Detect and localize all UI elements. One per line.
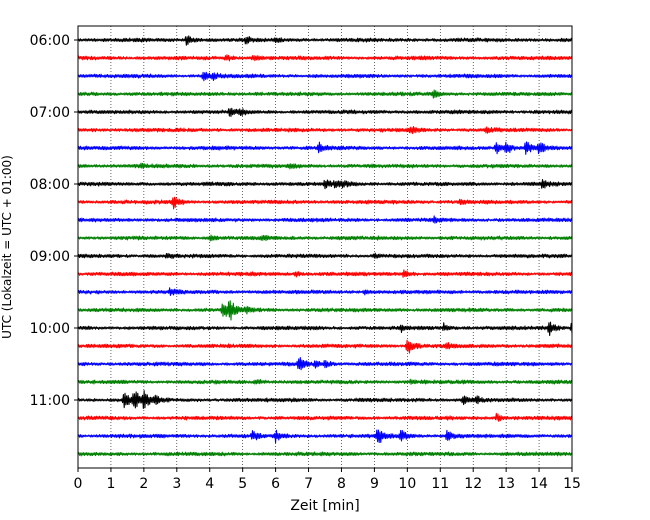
y-axis-title: UTC (Lokalzeit = UTC + 01:00)	[0, 155, 14, 339]
x-tick-label: 10	[398, 476, 416, 492]
trace-line	[77, 89, 573, 99]
trace-line	[77, 429, 573, 444]
trace-line	[77, 412, 573, 422]
trace-line	[77, 54, 573, 62]
y-tick-label: 08:00	[30, 177, 70, 193]
trace-series	[77, 35, 573, 457]
trace-line	[77, 71, 573, 82]
trace-line	[77, 321, 573, 337]
trace-line	[77, 356, 573, 371]
trace-line	[77, 390, 573, 410]
x-axis-title: Zeit [min]	[290, 498, 359, 514]
x-tick-label: 7	[304, 476, 313, 492]
trace-line	[77, 179, 573, 190]
x-tick-label: 12	[464, 476, 482, 492]
y-axis-ticks: 06:00 07:00 08:00 09:00 10:00 11:00	[30, 33, 78, 409]
trace-line	[77, 126, 573, 135]
x-tick-label: 5	[238, 476, 247, 492]
x-tick-label: 3	[172, 476, 181, 492]
trace-line	[77, 269, 573, 278]
trace-line	[77, 162, 573, 170]
trace-line	[77, 215, 573, 224]
x-tick-label: 6	[271, 476, 280, 492]
x-tick-label: 11	[431, 476, 449, 492]
x-tick-label: 8	[337, 476, 346, 492]
x-tick-label: 15	[563, 476, 581, 492]
trace-line	[77, 252, 573, 259]
y-tick-label: 09:00	[30, 249, 70, 265]
plot-frame	[77, 25, 573, 469]
x-tick-label: 9	[370, 476, 379, 492]
y-tick-label: 10:00	[30, 321, 70, 337]
trace-line	[77, 196, 573, 210]
x-tick-label: 1	[106, 476, 115, 492]
trace-line	[77, 300, 573, 321]
trace-line	[77, 378, 573, 385]
trace-line	[77, 451, 573, 457]
x-tick-label: 0	[74, 476, 83, 492]
trace-line	[77, 107, 573, 117]
trace-line	[77, 141, 573, 155]
trace-line	[77, 35, 573, 46]
trace-line	[77, 234, 573, 242]
x-tick-label: 4	[205, 476, 214, 492]
x-tick-label: 13	[497, 476, 515, 492]
trace-line	[77, 287, 573, 296]
x-axis-ticks: 0 1 2 3 4 5 6 7 8 9 10 11 12 13 14 15	[74, 468, 581, 492]
trace-line	[77, 339, 573, 354]
x-tick-label: 2	[139, 476, 148, 492]
y-tick-label: 06:00	[30, 33, 70, 49]
x-tick-label: 14	[530, 476, 548, 492]
y-tick-label: 11:00	[30, 393, 70, 409]
y-tick-label: 07:00	[30, 105, 70, 121]
